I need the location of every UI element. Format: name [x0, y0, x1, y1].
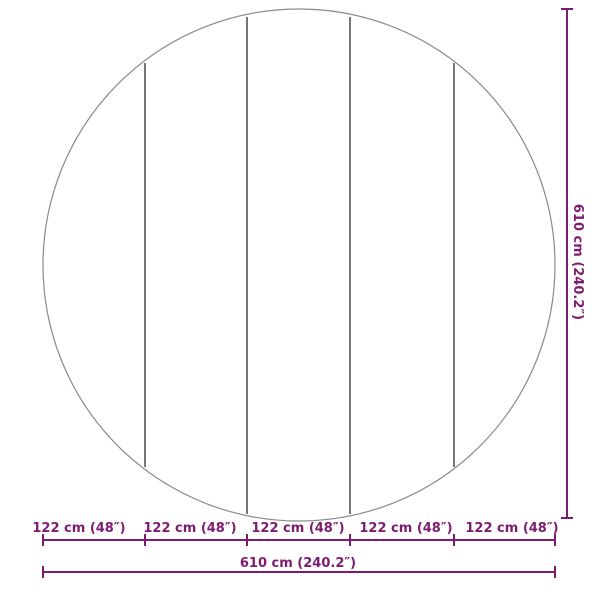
segment-dimension-line	[42, 534, 556, 546]
width-dimension-line	[42, 566, 556, 578]
segment-label: 122 cm (48″)	[143, 521, 236, 536]
height-label: 610 cm (240.2″)	[570, 204, 585, 320]
height-dimension-line	[561, 8, 573, 519]
segment-label: 122 cm (48″)	[465, 521, 558, 536]
segment-label: 122 cm (48″)	[359, 521, 452, 536]
segment-label: 122 cm (48″)	[251, 521, 344, 536]
cover-outline	[42, 8, 556, 522]
segment-label: 122 cm (48″)	[32, 521, 125, 536]
width-label: 610 cm (240.2″)	[240, 556, 356, 571]
